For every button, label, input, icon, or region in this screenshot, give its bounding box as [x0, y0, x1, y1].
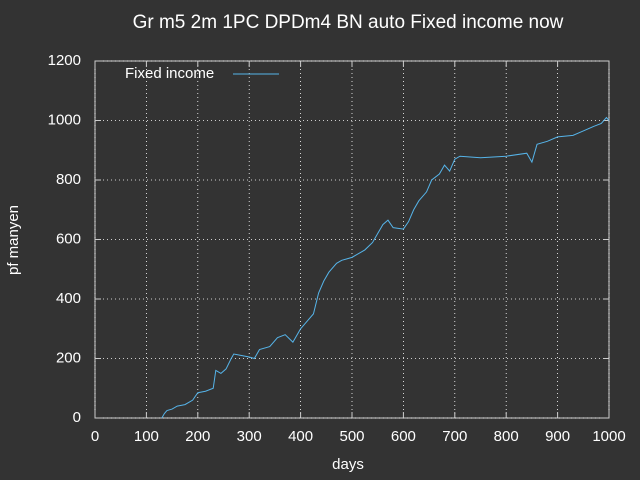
y-tick-label: 800: [56, 171, 81, 188]
y-tick-label: 400: [56, 290, 81, 307]
y-tick-label: 0: [73, 409, 81, 426]
x-tick-label: 200: [185, 428, 210, 445]
x-tick-label: 600: [391, 428, 416, 445]
x-tick-label: 1000: [592, 428, 625, 445]
legend-label: Fixed income: [125, 65, 214, 82]
y-tick-label: 600: [56, 230, 81, 247]
x-tick-label: 400: [288, 428, 313, 445]
y-tick-label: 1000: [48, 111, 81, 128]
x-tick-label: 800: [494, 428, 519, 445]
x-axis-label: days: [332, 456, 364, 473]
y-tick-label: 200: [56, 349, 81, 366]
x-tick-label: 500: [339, 428, 364, 445]
data-line: [161, 116, 610, 419]
chart-title: Gr m5 2m 1PC DPDm4 BN auto Fixed income …: [133, 12, 564, 33]
x-tick-label: 900: [545, 428, 570, 445]
x-tick-label: 100: [134, 428, 159, 445]
y-axis-label: pf manyen: [5, 205, 22, 275]
x-tick-label: 300: [237, 428, 262, 445]
x-tick-label: 700: [442, 428, 467, 445]
x-tick-label: 0: [91, 428, 99, 445]
y-tick-label: 1200: [48, 52, 81, 69]
